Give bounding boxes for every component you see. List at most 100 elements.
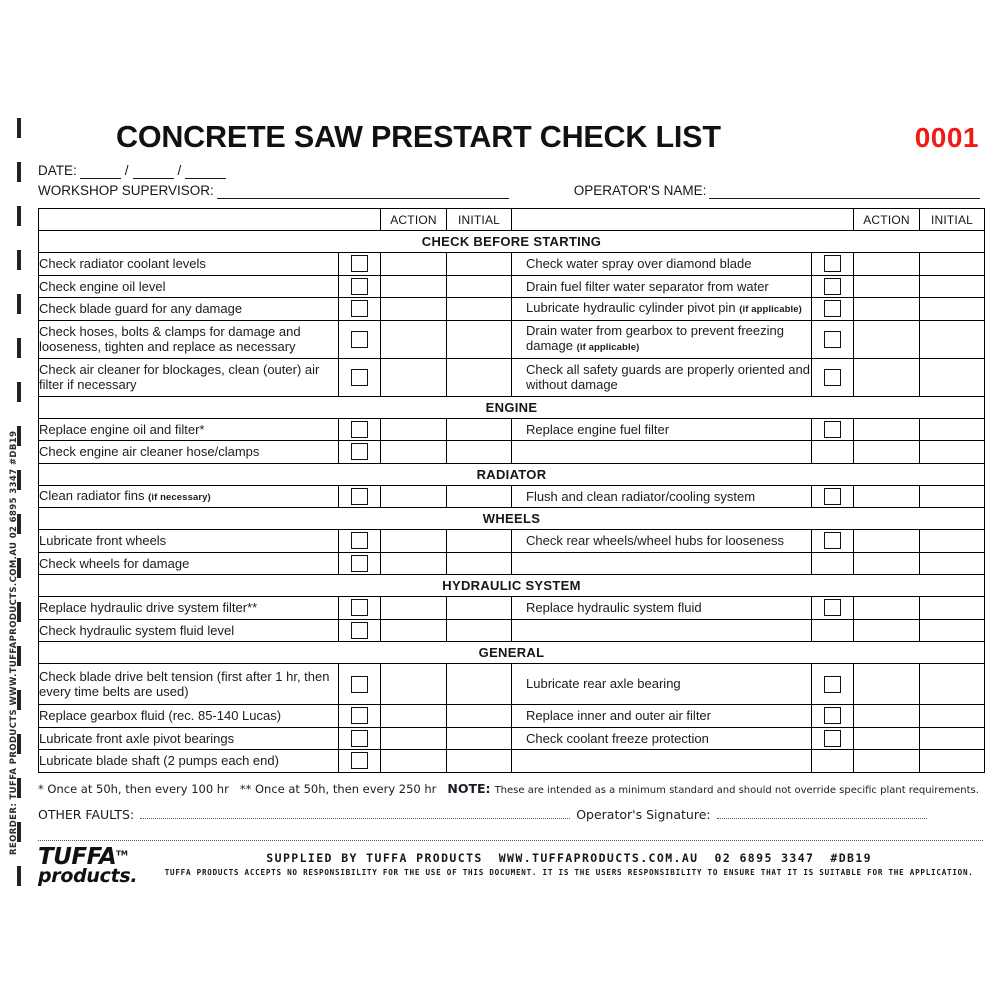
action-cell[interactable]: [380, 252, 447, 276]
action-cell[interactable]: [380, 551, 447, 575]
action-cell[interactable]: [380, 749, 447, 773]
initial-cell[interactable]: [919, 726, 985, 750]
other-faults-field[interactable]: [140, 808, 571, 819]
checkbox[interactable]: [824, 420, 841, 438]
footer-website[interactable]: WWW.TUFFAPRODUCTS.COM.AU: [498, 850, 699, 865]
checkbox[interactable]: [824, 255, 841, 273]
action-cell[interactable]: [853, 726, 920, 750]
checkbox-cell[interactable]: [338, 726, 381, 750]
checkbox-cell[interactable]: [811, 726, 854, 750]
action-cell[interactable]: [380, 274, 447, 298]
action-cell[interactable]: [853, 663, 920, 705]
checkbox[interactable]: [351, 420, 368, 438]
checkbox[interactable]: [824, 532, 841, 550]
checkbox-cell[interactable]: [338, 618, 381, 642]
checkbox[interactable]: [351, 675, 368, 693]
action-cell[interactable]: [853, 252, 920, 276]
operator-signature-field[interactable]: [716, 808, 927, 819]
action-cell[interactable]: [853, 749, 920, 773]
initial-cell[interactable]: [919, 551, 985, 575]
checkbox-cell[interactable]: [338, 529, 381, 553]
checkbox-cell[interactable]: [811, 252, 854, 276]
initial-cell[interactable]: [446, 529, 512, 553]
action-cell[interactable]: [853, 274, 920, 298]
checkbox-cell[interactable]: [338, 319, 381, 359]
checkbox[interactable]: [824, 330, 841, 348]
checkbox-cell[interactable]: [811, 704, 854, 728]
checkbox[interactable]: [351, 707, 368, 725]
checkbox[interactable]: [824, 300, 841, 318]
initial-cell[interactable]: [446, 357, 512, 397]
checkbox[interactable]: [824, 707, 841, 725]
action-cell[interactable]: [380, 704, 447, 728]
checkbox[interactable]: [824, 277, 841, 295]
checkbox[interactable]: [351, 443, 368, 461]
initial-cell[interactable]: [919, 663, 985, 705]
checkbox[interactable]: [824, 487, 841, 505]
action-cell[interactable]: [853, 357, 920, 397]
initial-cell[interactable]: [446, 663, 512, 705]
checkbox[interactable]: [824, 368, 841, 386]
checkbox-cell[interactable]: [811, 357, 854, 397]
date-day-field[interactable]: [79, 165, 121, 179]
initial-cell[interactable]: [446, 297, 512, 321]
initial-cell[interactable]: [446, 319, 512, 359]
action-cell[interactable]: [380, 319, 447, 359]
date-year-field[interactable]: [185, 165, 227, 179]
action-cell[interactable]: [853, 319, 920, 359]
checkbox[interactable]: [351, 330, 368, 348]
checkbox[interactable]: [351, 300, 368, 318]
initial-cell[interactable]: [446, 440, 512, 464]
checkbox[interactable]: [351, 729, 368, 747]
action-cell[interactable]: [380, 618, 447, 642]
action-cell[interactable]: [380, 417, 447, 441]
action-cell[interactable]: [853, 440, 920, 464]
action-cell[interactable]: [380, 357, 447, 397]
action-cell[interactable]: [380, 726, 447, 750]
checkbox-cell[interactable]: [338, 749, 381, 773]
action-cell[interactable]: [380, 297, 447, 321]
checkbox-cell[interactable]: [338, 417, 381, 441]
action-cell[interactable]: [380, 596, 447, 620]
initial-cell[interactable]: [446, 726, 512, 750]
checkbox-cell[interactable]: [338, 274, 381, 298]
checkbox-cell[interactable]: [811, 529, 854, 553]
action-cell[interactable]: [853, 618, 920, 642]
action-cell[interactable]: [853, 484, 920, 508]
date-month-field[interactable]: [132, 165, 174, 179]
checkbox[interactable]: [351, 554, 368, 572]
initial-cell[interactable]: [919, 704, 985, 728]
initial-cell[interactable]: [446, 417, 512, 441]
checkbox-cell[interactable]: [338, 704, 381, 728]
initial-cell[interactable]: [919, 274, 985, 298]
checkbox-cell[interactable]: [338, 252, 381, 276]
checkbox[interactable]: [351, 752, 368, 770]
initial-cell[interactable]: [446, 749, 512, 773]
checkbox[interactable]: [351, 487, 368, 505]
checkbox-cell[interactable]: [811, 274, 854, 298]
initial-cell[interactable]: [919, 417, 985, 441]
action-cell[interactable]: [853, 417, 920, 441]
initial-cell[interactable]: [919, 484, 985, 508]
initial-cell[interactable]: [919, 749, 985, 773]
checkbox-cell[interactable]: [811, 319, 854, 359]
checkbox[interactable]: [824, 599, 841, 617]
action-cell[interactable]: [853, 596, 920, 620]
checkbox-cell[interactable]: [338, 357, 381, 397]
action-cell[interactable]: [380, 529, 447, 553]
action-cell[interactable]: [853, 704, 920, 728]
initial-cell[interactable]: [919, 596, 985, 620]
checkbox[interactable]: [351, 368, 368, 386]
initial-cell[interactable]: [446, 618, 512, 642]
initial-cell[interactable]: [919, 529, 985, 553]
initial-cell[interactable]: [919, 252, 985, 276]
initial-cell[interactable]: [919, 297, 985, 321]
checkbox-cell[interactable]: [338, 484, 381, 508]
initial-cell[interactable]: [919, 440, 985, 464]
initial-cell[interactable]: [919, 618, 985, 642]
action-cell[interactable]: [380, 484, 447, 508]
checkbox[interactable]: [351, 599, 368, 617]
checkbox-cell[interactable]: [811, 663, 854, 705]
checkbox-cell[interactable]: [811, 618, 854, 642]
checkbox[interactable]: [824, 729, 841, 747]
